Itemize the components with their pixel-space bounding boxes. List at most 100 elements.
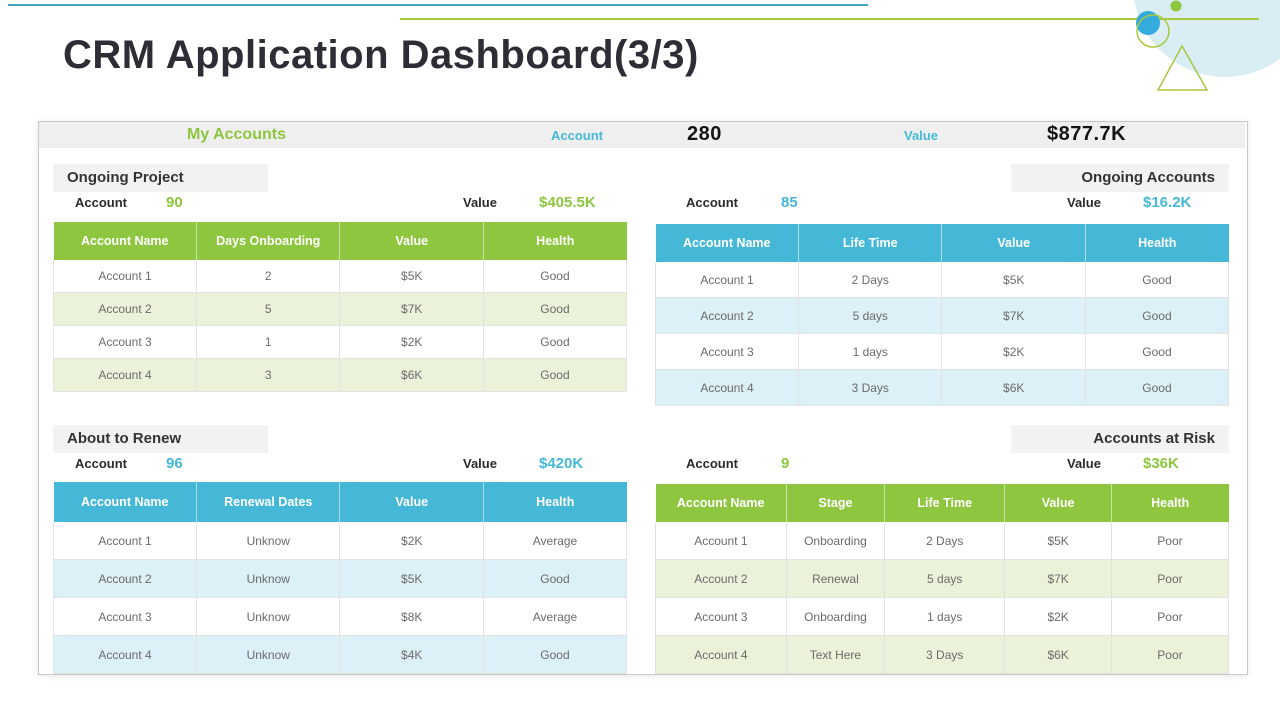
table-row: Account 4 Text Here 3 Days $6K Poor [655,635,1230,674]
table-cell: 5 days [884,559,1006,598]
table-cell: Good [1084,369,1230,406]
summary-title: My Accounts [187,126,286,143]
summary-value-label: Value [904,128,938,143]
section-title-accounts-at-risk: Accounts at Risk [1011,425,1229,453]
about-to-renew-table: Account Name Renewal Dates Value Health Acc… [53,482,628,674]
table-cell: Account 1 [655,522,787,560]
table-cell: Account 2 [655,559,787,598]
stat-label: Account [686,456,738,471]
table-cell: 5 days [797,297,943,334]
slide-title: CRM Application Dashboard(3/3) [63,33,699,77]
ongoing-project-table: Account Name Days Onboarding Value Health A… [53,222,628,392]
stat-value-amount: $16.2K [1143,194,1192,211]
table-cell: $6K [1004,635,1112,674]
summary-account-value: 280 [687,123,722,145]
stat-label: Value [1067,456,1101,471]
table-cell: Account 4 [53,635,197,674]
table-cell: $2K [339,325,484,359]
stat-label: Account [75,195,127,210]
section-title-ongoing-project: Ongoing Project [53,164,268,192]
table-cell: Account 4 [53,358,197,392]
table-cell: Good [1084,297,1230,334]
table-cell: 2 [195,260,341,293]
table-header-row: Account Name Life Time Value Health [655,224,1229,262]
table-cell: $7K [339,292,484,326]
stat-label: Account [686,195,738,210]
column-header: Renewal Dates [196,482,341,522]
column-header: Health [1085,224,1229,262]
table-header-row: Account Name Stage Life Time Value Health [655,484,1229,522]
table-cell: Account 1 [655,262,799,298]
table-row: Account 2 Renewal 5 days $7K Poor [655,559,1230,598]
table-row: Account 3 Onboarding 1 days $2K Poor [655,597,1230,636]
pale-circle-icon [1134,0,1280,77]
column-header: Value [941,224,1086,262]
table-cell: 3 [195,358,341,392]
table-cell: Good [482,559,628,598]
table-cell: Onboarding [785,522,886,560]
table-cell: Account 4 [655,369,799,406]
dashboard-card: My Accounts Account 280 Value $877.7K On… [38,121,1248,675]
stat-account-value: 90 [166,194,183,211]
table-cell: 5 [195,292,341,326]
stat-value-amount: $420K [539,455,584,472]
table-cell: Account 4 [655,635,787,674]
table-cell: Good [482,635,628,674]
green-dot-icon [1170,0,1182,12]
table-cell: Unknow [195,635,341,674]
table-cell: $6K [339,358,484,392]
table-cell: Account 2 [53,559,197,598]
table-cell: $5K [941,262,1086,298]
table-cell: Text Here [785,635,886,674]
table-row: Account 1 Unknow $2K Average [53,522,628,560]
stat-label: Account [75,456,127,471]
table-row: Account 2 Unknow $5K Good [53,559,628,598]
table-cell: Unknow [195,559,341,598]
table-cell: Good [482,358,628,392]
column-header: Account Name [53,482,197,522]
table-cell: Poor [1110,597,1230,636]
stat-label: Value [463,456,497,471]
table-cell: Renewal [785,559,886,598]
table-row: Account 1 Onboarding 2 Days $5K Poor [655,522,1230,560]
stat-value-amount: $405.5K [539,194,596,211]
header-decoration [8,0,1280,91]
table-cell: 1 [195,325,341,359]
table-cell: 2 Days [884,522,1006,560]
table-cell: $5K [339,260,484,293]
green-ring-icon [1136,14,1170,48]
table-cell: $4K [339,635,484,674]
table-row: Account 2 5 $7K Good [53,292,628,326]
table-cell: 3 Days [797,369,943,406]
column-header: Health [483,222,627,260]
column-header: Account Name [53,222,197,260]
table-cell: $2K [941,333,1086,370]
blue-circle-icon [1136,11,1160,35]
table-cell: Good [482,292,628,326]
table-cell: $8K [339,597,484,636]
summary-value-amount: $877.7K [1047,123,1127,145]
table-row: Account 4 3 $6K Good [53,358,628,392]
stat-label: Value [1067,195,1101,210]
summary-account-label: Account [551,128,603,143]
table-cell: Good [1084,262,1230,298]
table-cell: Account 2 [655,297,799,334]
stat-account-value: 85 [781,194,798,211]
table-cell: Poor [1110,522,1230,560]
table-cell: $2K [1004,597,1112,636]
table-cell: Account 3 [655,597,787,636]
triangle-outline-icon [1156,44,1209,91]
section-title-about-to-renew: About to Renew [53,425,268,453]
table-cell: Average [482,522,628,560]
column-header: Life Time [884,484,1006,522]
column-header: Value [339,222,484,260]
stat-value-amount: $36K [1143,455,1179,472]
table-cell: Good [1084,333,1230,370]
table-cell: Account 1 [53,522,197,560]
table-cell: Poor [1110,635,1230,674]
table-header-row: Account Name Days Onboarding Value Health [53,222,627,260]
stat-account-value: 9 [781,455,790,472]
table-cell: $7K [941,297,1086,334]
